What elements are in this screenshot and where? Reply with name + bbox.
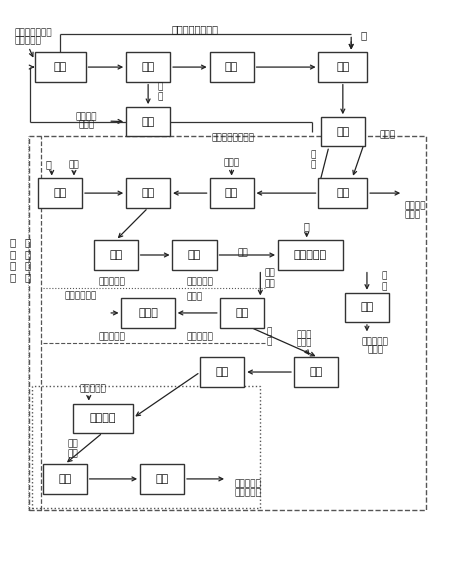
Text: 水（回用）: 水（回用） bbox=[79, 385, 106, 394]
Bar bbox=[29, 136, 426, 510]
Bar bbox=[126, 178, 170, 208]
Bar bbox=[278, 240, 343, 270]
Text: 脱色: 脱色 bbox=[225, 188, 238, 198]
Text: 离心、洗涤: 离心、洗涤 bbox=[294, 250, 327, 260]
Bar bbox=[319, 52, 367, 82]
Text: 套用多次后: 套用多次后 bbox=[99, 277, 126, 287]
Text: 钾溶液: 钾溶液 bbox=[297, 338, 312, 347]
Text: 水
相: 水 相 bbox=[267, 327, 272, 346]
Text: 分离: 分离 bbox=[336, 127, 350, 137]
Bar bbox=[126, 52, 170, 82]
Text: 干燥: 干燥 bbox=[360, 302, 373, 312]
Text: 对羟基苯甲: 对羟基苯甲 bbox=[362, 338, 389, 347]
Text: 煤油、苯酚、氢: 煤油、苯酚、氢 bbox=[14, 29, 52, 38]
Text: 硫酸钾副产: 硫酸钾副产 bbox=[234, 479, 261, 488]
Text: 羟化: 羟化 bbox=[141, 62, 155, 72]
Text: 酸成品: 酸成品 bbox=[367, 346, 383, 355]
Bar bbox=[43, 464, 86, 494]
Text: 离心: 离心 bbox=[58, 474, 71, 484]
Text: 配制: 配制 bbox=[53, 188, 66, 198]
Text: 回用于萃取: 回用于萃取 bbox=[186, 277, 213, 287]
Bar bbox=[38, 178, 82, 208]
Text: 离心
母液: 离心 母液 bbox=[67, 439, 78, 458]
Text: 滤
液: 滤 液 bbox=[382, 271, 387, 291]
Text: 活性炭外: 活性炭外 bbox=[404, 201, 425, 210]
Text: 水: 水 bbox=[304, 221, 310, 231]
Text: 送处理: 送处理 bbox=[404, 210, 420, 219]
Bar bbox=[173, 240, 217, 270]
Text: 活性炭: 活性炭 bbox=[224, 158, 239, 168]
Text: 反萩取: 反萩取 bbox=[138, 308, 158, 318]
Bar bbox=[220, 298, 264, 328]
Bar bbox=[319, 178, 367, 208]
Text: 水: 水 bbox=[360, 30, 367, 41]
Text: 使
用
多
次: 使 用 多 次 bbox=[25, 237, 31, 282]
Text: 氢氧化钾溶液: 氢氧化钾溶液 bbox=[64, 292, 96, 301]
Text: 萩取: 萩取 bbox=[235, 308, 248, 318]
Text: 结晶: 结晶 bbox=[188, 250, 201, 260]
Text: 有机层回用于成盐: 有机层回用于成盐 bbox=[211, 134, 254, 143]
Bar bbox=[200, 358, 244, 387]
Text: 成盐反应脱出的水: 成盐反应脱出的水 bbox=[172, 24, 219, 34]
Text: 硫酸: 硫酸 bbox=[68, 160, 80, 169]
Bar bbox=[32, 386, 260, 508]
Bar bbox=[34, 52, 86, 82]
Text: 溶解: 溶解 bbox=[336, 62, 350, 72]
Bar bbox=[210, 178, 253, 208]
Text: 使
用
多
次: 使 用 多 次 bbox=[10, 237, 16, 282]
Text: 氧化钾溶液: 氧化钾溶液 bbox=[14, 37, 41, 46]
Bar bbox=[73, 403, 133, 433]
Text: 酸化: 酸化 bbox=[141, 188, 155, 198]
Text: 品（出售）: 品（出售） bbox=[234, 488, 261, 497]
Text: 回用于萃取: 回用于萃取 bbox=[186, 333, 213, 342]
Bar bbox=[210, 52, 253, 82]
Text: 氢氧化: 氢氧化 bbox=[297, 331, 312, 340]
Text: 预冷: 预冷 bbox=[225, 62, 238, 72]
Text: 自然罐: 自然罐 bbox=[79, 120, 94, 129]
Text: 煤油: 煤油 bbox=[238, 249, 248, 258]
Text: 中和: 中和 bbox=[309, 367, 323, 377]
Bar bbox=[345, 293, 389, 322]
Text: 干燥: 干燥 bbox=[155, 474, 169, 484]
Text: 吸附: 吸附 bbox=[336, 188, 350, 198]
Text: 减
水: 减 水 bbox=[157, 82, 162, 102]
Bar bbox=[294, 358, 338, 387]
Text: 冷却: 冷却 bbox=[109, 250, 122, 260]
Bar bbox=[93, 240, 138, 270]
Text: 二氧化碳: 二氧化碳 bbox=[76, 113, 97, 122]
Text: 四效蒸发: 四效蒸发 bbox=[89, 413, 116, 423]
Text: 活性炭: 活性炭 bbox=[380, 130, 396, 139]
Text: 离心
母液: 离心 母液 bbox=[264, 268, 275, 288]
Text: 水: 水 bbox=[46, 160, 52, 169]
Text: 预热: 预热 bbox=[216, 367, 229, 377]
Text: 套用多次后: 套用多次后 bbox=[99, 333, 126, 342]
Text: 有机相: 有机相 bbox=[187, 293, 203, 302]
Text: 气化: 气化 bbox=[141, 117, 155, 127]
Bar bbox=[140, 464, 184, 494]
Bar bbox=[126, 107, 170, 136]
Bar bbox=[121, 298, 175, 328]
Text: 水
层: 水 层 bbox=[310, 150, 315, 169]
Bar bbox=[321, 117, 365, 147]
Text: 成盐: 成盐 bbox=[53, 62, 66, 72]
